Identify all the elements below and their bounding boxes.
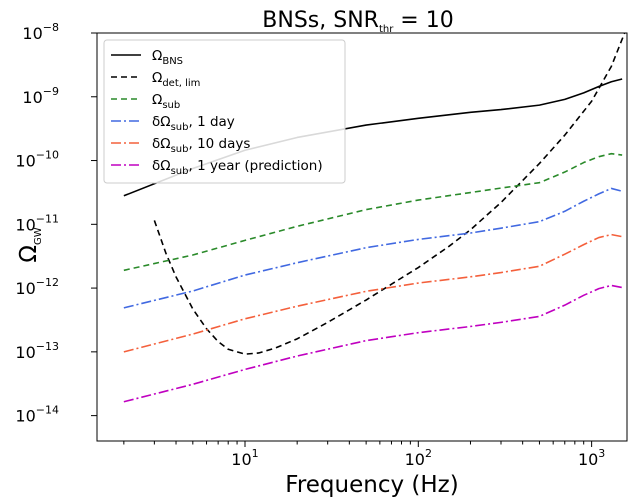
series-line-5 xyxy=(123,233,623,353)
ticks-layer: 101 102 103 10−14 10−13 10−12 10−11 10−10 10−9 10… xyxy=(15,21,605,469)
legend-label-2: Ωdet, lim xyxy=(152,70,200,89)
y-tick-label-5: 10−10 xyxy=(15,149,59,171)
series-line-6 xyxy=(123,284,623,403)
x-tick-label-2: 102 xyxy=(405,447,432,469)
y-tick-label-1: 10−14 xyxy=(15,404,59,426)
x-axis-label: Frequency (Hz) xyxy=(285,472,458,498)
series-line-4 xyxy=(123,187,623,309)
legend-label-4: δΩsub, 1 day xyxy=(152,114,235,133)
y-tick-label-7: 10−8 xyxy=(22,21,59,43)
series-line-3 xyxy=(123,152,623,272)
chart-title: BNSs, SNRthr = 10 xyxy=(262,8,453,35)
legend-box xyxy=(103,39,346,184)
legend-label-6: δΩsub, 1 year (prediction) xyxy=(152,158,323,177)
legend: ΩBNS Ωdet, lim Ωsub δΩsub, 1 day δΩsub, 10 d… xyxy=(103,39,346,184)
legend-label-3: Ωsub xyxy=(152,92,180,111)
x-tick-label-1: 101 xyxy=(231,447,258,469)
y-axis-label: ΩGW xyxy=(16,227,44,262)
plot-frame xyxy=(96,32,628,442)
y-tick-label-4: 10−11 xyxy=(15,212,59,234)
y-tick-label-6: 10−9 xyxy=(22,85,59,107)
legend-label-5: δΩsub, 10 days xyxy=(152,136,250,155)
legend-label-1: ΩBNS xyxy=(152,48,183,67)
series-line-2 xyxy=(153,33,626,355)
series-layer xyxy=(123,33,626,403)
y-tick-label-2: 10−13 xyxy=(15,340,59,362)
x-tick-label-3: 103 xyxy=(578,447,605,469)
y-tick-label-3: 10−12 xyxy=(15,276,59,298)
